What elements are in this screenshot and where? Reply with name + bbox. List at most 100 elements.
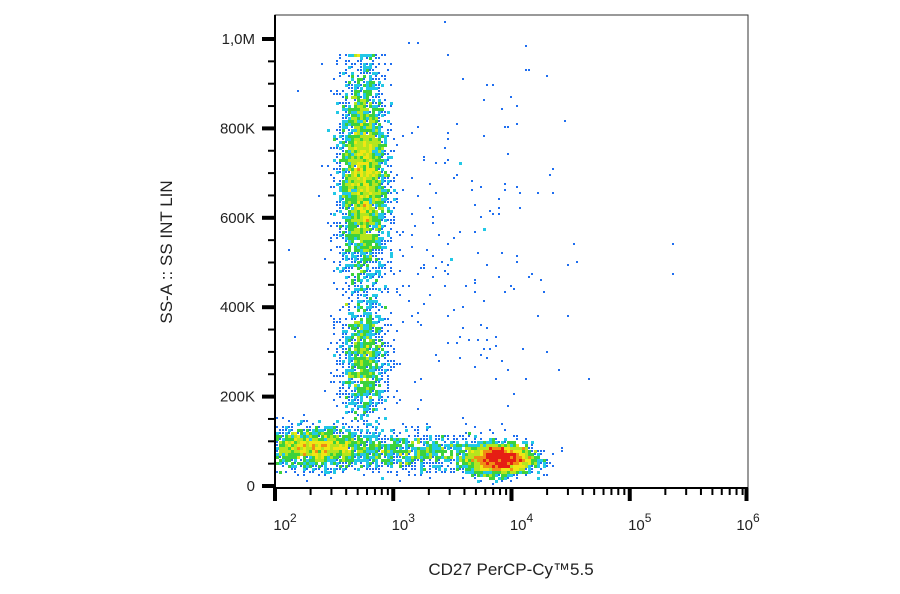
data-point bbox=[357, 174, 360, 177]
data-point bbox=[528, 450, 531, 453]
data-point bbox=[336, 468, 338, 470]
data-point bbox=[345, 198, 348, 201]
data-point bbox=[372, 246, 375, 249]
data-point bbox=[381, 159, 384, 162]
data-point bbox=[339, 345, 342, 348]
data-point bbox=[372, 234, 375, 237]
data-point bbox=[360, 366, 363, 369]
data-point bbox=[360, 444, 362, 446]
data-point bbox=[501, 360, 503, 362]
data-point bbox=[342, 327, 344, 329]
data-point bbox=[510, 471, 513, 474]
data-point bbox=[396, 450, 399, 453]
data-point bbox=[348, 264, 351, 267]
data-point bbox=[372, 162, 375, 165]
data-point bbox=[285, 444, 288, 447]
data-point bbox=[291, 435, 294, 438]
data-point bbox=[378, 156, 381, 159]
data-point bbox=[528, 465, 531, 468]
data-point bbox=[342, 423, 344, 425]
data-point bbox=[420, 450, 423, 453]
data-point bbox=[567, 264, 569, 266]
data-point bbox=[471, 453, 474, 456]
data-point bbox=[441, 450, 444, 453]
data-point bbox=[495, 468, 498, 471]
data-point bbox=[354, 207, 357, 210]
data-point bbox=[333, 180, 335, 182]
data-point bbox=[354, 99, 356, 101]
data-point bbox=[297, 447, 300, 450]
data-point bbox=[366, 93, 369, 96]
data-point bbox=[354, 222, 357, 225]
data-point bbox=[342, 363, 344, 365]
data-point bbox=[381, 186, 384, 189]
data-point bbox=[357, 345, 360, 348]
data-point bbox=[342, 360, 345, 363]
data-point bbox=[477, 471, 480, 474]
data-point bbox=[375, 57, 377, 59]
data-point bbox=[288, 249, 290, 251]
data-point bbox=[369, 129, 372, 132]
data-point bbox=[297, 474, 299, 476]
data-point bbox=[300, 441, 303, 444]
data-point bbox=[504, 456, 507, 459]
data-point bbox=[363, 165, 366, 168]
data-point bbox=[501, 474, 504, 477]
data-point bbox=[363, 192, 366, 195]
data-point bbox=[465, 471, 468, 474]
data-point bbox=[462, 417, 464, 419]
data-point bbox=[459, 444, 462, 447]
data-point bbox=[486, 450, 489, 453]
data-point bbox=[354, 129, 357, 132]
data-point bbox=[357, 207, 360, 210]
data-point bbox=[375, 186, 378, 189]
data-point bbox=[378, 201, 381, 204]
data-point bbox=[354, 147, 357, 150]
data-point bbox=[414, 225, 416, 227]
data-point bbox=[339, 264, 341, 266]
data-point bbox=[360, 306, 363, 309]
data-point bbox=[375, 342, 377, 344]
data-point bbox=[372, 459, 375, 462]
data-point bbox=[339, 375, 341, 377]
data-point bbox=[360, 378, 363, 381]
data-point bbox=[348, 84, 350, 86]
data-point bbox=[357, 60, 359, 62]
data-point bbox=[348, 456, 351, 459]
data-point bbox=[354, 306, 356, 308]
data-point bbox=[459, 450, 462, 453]
data-point bbox=[366, 444, 368, 446]
data-point bbox=[375, 117, 378, 120]
data-point bbox=[438, 234, 440, 236]
data-point bbox=[354, 171, 357, 174]
data-point bbox=[525, 45, 527, 47]
data-point bbox=[378, 171, 381, 174]
data-point bbox=[369, 123, 372, 126]
data-point bbox=[372, 150, 375, 153]
data-point bbox=[375, 438, 378, 441]
data-point bbox=[354, 174, 357, 177]
data-point bbox=[375, 357, 377, 359]
data-point bbox=[423, 267, 425, 269]
data-point bbox=[414, 450, 417, 453]
data-point bbox=[345, 282, 347, 284]
data-point bbox=[375, 339, 377, 341]
data-point bbox=[384, 159, 387, 162]
data-point bbox=[294, 453, 297, 456]
data-point bbox=[309, 456, 312, 459]
data-point bbox=[348, 246, 351, 249]
data-point bbox=[375, 243, 378, 246]
data-point bbox=[312, 465, 314, 467]
data-point bbox=[351, 324, 354, 327]
data-point bbox=[345, 438, 348, 441]
data-point bbox=[483, 228, 486, 231]
data-point bbox=[381, 396, 383, 398]
data-point bbox=[342, 432, 344, 434]
data-point bbox=[354, 324, 357, 327]
data-point bbox=[342, 138, 344, 140]
data-point bbox=[336, 111, 339, 114]
data-point bbox=[354, 330, 356, 332]
data-point bbox=[279, 450, 282, 453]
data-point bbox=[525, 378, 527, 380]
data-point bbox=[348, 438, 351, 441]
